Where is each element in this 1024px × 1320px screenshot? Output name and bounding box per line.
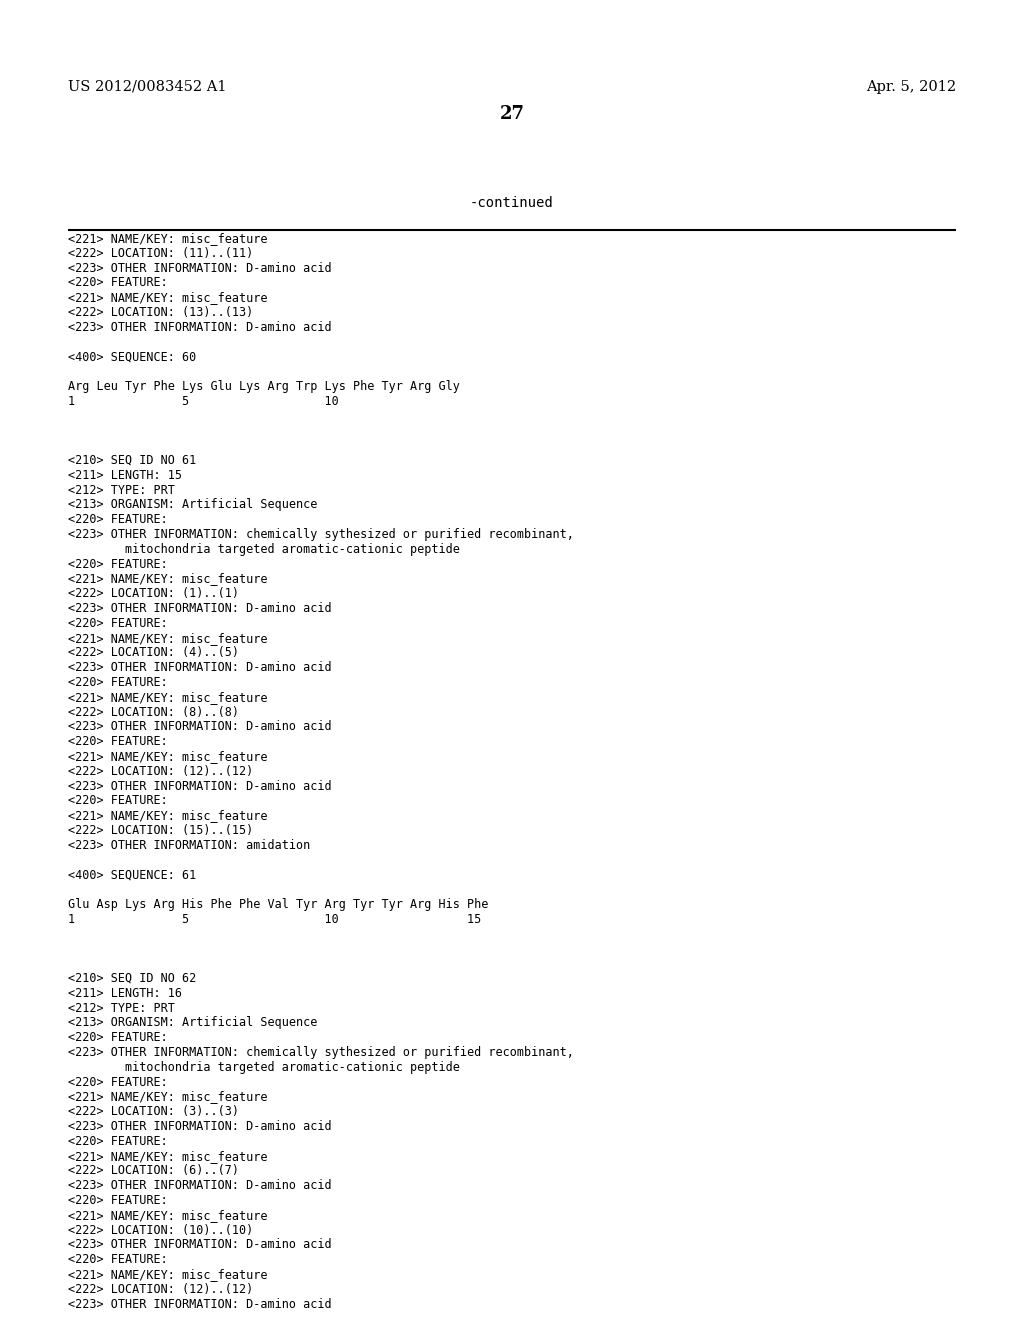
Text: <221> NAME/KEY: misc_feature: <221> NAME/KEY: misc_feature (68, 232, 267, 246)
Text: 1               5                   10: 1 5 10 (68, 395, 339, 408)
Text: Glu Asp Lys Arg His Phe Phe Val Tyr Arg Tyr Tyr Arg His Phe: Glu Asp Lys Arg His Phe Phe Val Tyr Arg … (68, 898, 488, 911)
Text: <221> NAME/KEY: misc_feature: <221> NAME/KEY: misc_feature (68, 809, 267, 822)
Text: <223> OTHER INFORMATION: D-amino acid: <223> OTHER INFORMATION: D-amino acid (68, 1238, 332, 1251)
Text: <223> OTHER INFORMATION: chemically sythesized or purified recombinant,: <223> OTHER INFORMATION: chemically syth… (68, 1045, 573, 1059)
Text: <223> OTHER INFORMATION: D-amino acid: <223> OTHER INFORMATION: D-amino acid (68, 1119, 332, 1133)
Text: <220> FEATURE:: <220> FEATURE: (68, 513, 168, 527)
Text: <212> TYPE: PRT: <212> TYPE: PRT (68, 483, 175, 496)
Text: <223> OTHER INFORMATION: D-amino acid: <223> OTHER INFORMATION: D-amino acid (68, 780, 332, 792)
Text: <222> LOCATION: (4)..(5): <222> LOCATION: (4)..(5) (68, 647, 239, 660)
Text: <212> TYPE: PRT: <212> TYPE: PRT (68, 1002, 175, 1015)
Text: <223> OTHER INFORMATION: D-amino acid: <223> OTHER INFORMATION: D-amino acid (68, 602, 332, 615)
Text: <211> LENGTH: 16: <211> LENGTH: 16 (68, 987, 182, 999)
Text: <213> ORGANISM: Artificial Sequence: <213> ORGANISM: Artificial Sequence (68, 1016, 317, 1030)
Text: 1               5                   10                  15: 1 5 10 15 (68, 913, 481, 925)
Text: <220> FEATURE:: <220> FEATURE: (68, 1076, 168, 1089)
Text: <223> OTHER INFORMATION: D-amino acid: <223> OTHER INFORMATION: D-amino acid (68, 261, 332, 275)
Text: <222> LOCATION: (12)..(12): <222> LOCATION: (12)..(12) (68, 1283, 253, 1296)
Text: <222> LOCATION: (1)..(1): <222> LOCATION: (1)..(1) (68, 587, 239, 601)
Text: Arg Leu Tyr Phe Lys Glu Lys Arg Trp Lys Phe Tyr Arg Gly: Arg Leu Tyr Phe Lys Glu Lys Arg Trp Lys … (68, 380, 460, 393)
Text: <222> LOCATION: (13)..(13): <222> LOCATION: (13)..(13) (68, 306, 253, 319)
Text: <220> FEATURE:: <220> FEATURE: (68, 735, 168, 748)
Text: <221> NAME/KEY: misc_feature: <221> NAME/KEY: misc_feature (68, 1090, 267, 1104)
Text: Apr. 5, 2012: Apr. 5, 2012 (866, 81, 956, 94)
Text: mitochondria targeted aromatic-cationic peptide: mitochondria targeted aromatic-cationic … (68, 543, 460, 556)
Text: <223> OTHER INFORMATION: D-amino acid: <223> OTHER INFORMATION: D-amino acid (68, 661, 332, 675)
Text: <221> NAME/KEY: misc_feature: <221> NAME/KEY: misc_feature (68, 690, 267, 704)
Text: <223> OTHER INFORMATION: D-amino acid: <223> OTHER INFORMATION: D-amino acid (68, 1298, 332, 1311)
Text: <220> FEATURE:: <220> FEATURE: (68, 795, 168, 808)
Text: <223> OTHER INFORMATION: chemically sythesized or purified recombinant,: <223> OTHER INFORMATION: chemically syth… (68, 528, 573, 541)
Text: mitochondria targeted aromatic-cationic peptide: mitochondria targeted aromatic-cationic … (68, 1061, 460, 1073)
Text: <220> FEATURE:: <220> FEATURE: (68, 1135, 168, 1148)
Text: -continued: -continued (470, 195, 554, 210)
Text: <222> LOCATION: (6)..(7): <222> LOCATION: (6)..(7) (68, 1164, 239, 1177)
Text: <221> NAME/KEY: misc_feature: <221> NAME/KEY: misc_feature (68, 573, 267, 585)
Text: <221> NAME/KEY: misc_feature: <221> NAME/KEY: misc_feature (68, 1150, 267, 1163)
Text: <213> ORGANISM: Artificial Sequence: <213> ORGANISM: Artificial Sequence (68, 499, 317, 511)
Text: <223> OTHER INFORMATION: D-amino acid: <223> OTHER INFORMATION: D-amino acid (68, 1179, 332, 1192)
Text: <223> OTHER INFORMATION: D-amino acid: <223> OTHER INFORMATION: D-amino acid (68, 321, 332, 334)
Text: <220> FEATURE:: <220> FEATURE: (68, 1031, 168, 1044)
Text: <400> SEQUENCE: 61: <400> SEQUENCE: 61 (68, 869, 197, 882)
Text: <221> NAME/KEY: misc_feature: <221> NAME/KEY: misc_feature (68, 1209, 267, 1222)
Text: <221> NAME/KEY: misc_feature: <221> NAME/KEY: misc_feature (68, 750, 267, 763)
Text: <220> FEATURE:: <220> FEATURE: (68, 557, 168, 570)
Text: <222> LOCATION: (12)..(12): <222> LOCATION: (12)..(12) (68, 764, 253, 777)
Text: <222> LOCATION: (10)..(10): <222> LOCATION: (10)..(10) (68, 1224, 253, 1237)
Text: <220> FEATURE:: <220> FEATURE: (68, 1195, 168, 1206)
Text: <210> SEQ ID NO 62: <210> SEQ ID NO 62 (68, 972, 197, 985)
Text: <210> SEQ ID NO 61: <210> SEQ ID NO 61 (68, 454, 197, 467)
Text: <220> FEATURE:: <220> FEATURE: (68, 676, 168, 689)
Text: US 2012/0083452 A1: US 2012/0083452 A1 (68, 81, 226, 94)
Text: <222> LOCATION: (15)..(15): <222> LOCATION: (15)..(15) (68, 824, 253, 837)
Text: <211> LENGTH: 15: <211> LENGTH: 15 (68, 469, 182, 482)
Text: <221> NAME/KEY: misc_feature: <221> NAME/KEY: misc_feature (68, 1269, 267, 1280)
Text: <222> LOCATION: (3)..(3): <222> LOCATION: (3)..(3) (68, 1105, 239, 1118)
Text: <223> OTHER INFORMATION: D-amino acid: <223> OTHER INFORMATION: D-amino acid (68, 721, 332, 734)
Text: <220> FEATURE:: <220> FEATURE: (68, 616, 168, 630)
Text: <221> NAME/KEY: misc_feature: <221> NAME/KEY: misc_feature (68, 631, 267, 644)
Text: <222> LOCATION: (11)..(11): <222> LOCATION: (11)..(11) (68, 247, 253, 260)
Text: <223> OTHER INFORMATION: amidation: <223> OTHER INFORMATION: amidation (68, 838, 310, 851)
Text: <220> FEATURE:: <220> FEATURE: (68, 1253, 168, 1266)
Text: <400> SEQUENCE: 60: <400> SEQUENCE: 60 (68, 350, 197, 363)
Text: <220> FEATURE:: <220> FEATURE: (68, 276, 168, 289)
Text: <221> NAME/KEY: misc_feature: <221> NAME/KEY: misc_feature (68, 292, 267, 304)
Text: 27: 27 (500, 106, 524, 123)
Text: <222> LOCATION: (8)..(8): <222> LOCATION: (8)..(8) (68, 706, 239, 718)
